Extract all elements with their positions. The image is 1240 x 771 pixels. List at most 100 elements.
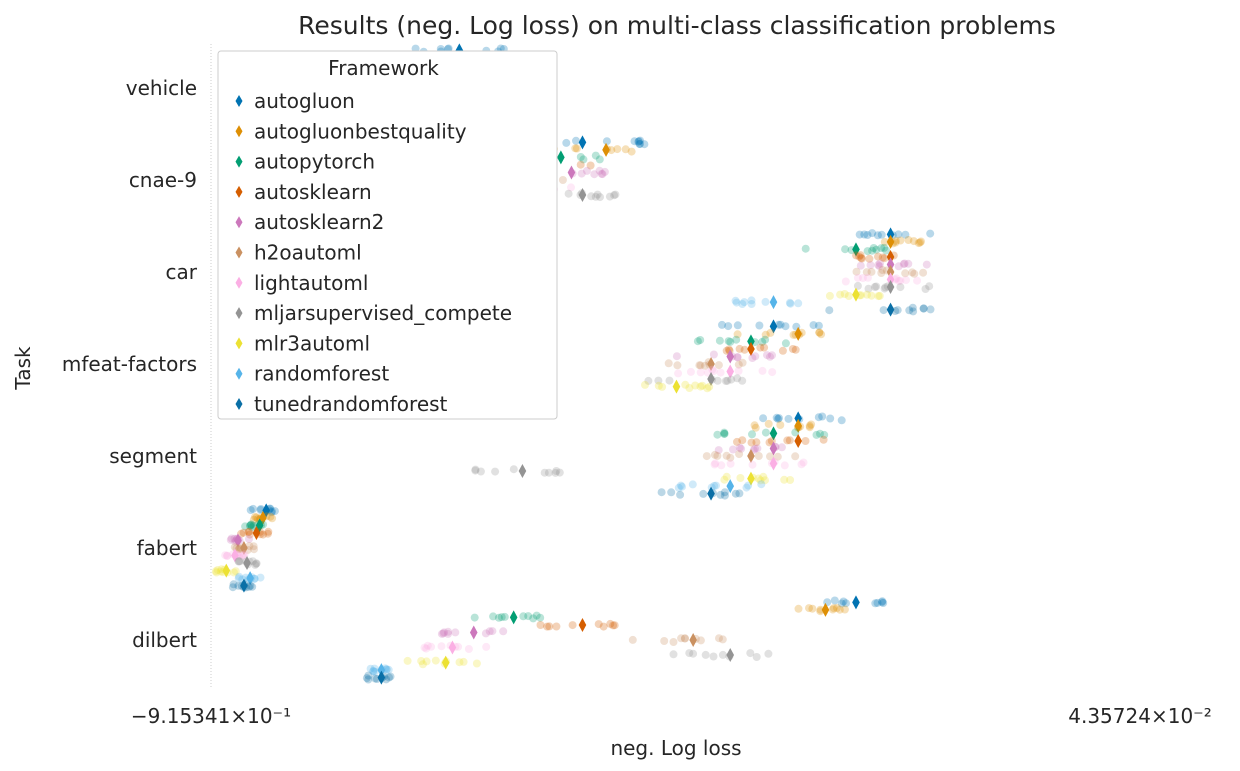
data-point — [727, 375, 736, 384]
data-point — [766, 452, 774, 461]
data-point — [718, 320, 726, 329]
data-point — [630, 137, 639, 146]
data-point — [572, 136, 580, 145]
data-point — [733, 321, 742, 330]
data-point — [840, 290, 849, 298]
data-point — [667, 488, 676, 497]
data-point — [488, 627, 497, 636]
mean-marker — [852, 287, 860, 302]
legend-marker — [235, 398, 243, 410]
data-point — [705, 382, 714, 391]
data-point — [761, 428, 770, 437]
data-point — [735, 344, 744, 353]
legend-item: randomforest — [235, 362, 389, 386]
mean-marker — [852, 595, 860, 610]
data-point — [738, 300, 747, 308]
y-tick-label: mfeat-factors — [62, 352, 197, 376]
data-point — [735, 450, 744, 459]
data-point — [837, 416, 846, 425]
data-point — [717, 461, 726, 470]
data-point — [875, 291, 884, 300]
legend-item: h2oautoml — [235, 241, 362, 265]
mean-marker — [769, 456, 778, 471]
data-point — [715, 336, 724, 345]
data-point — [249, 542, 258, 551]
data-point — [420, 643, 429, 652]
data-point — [910, 269, 919, 278]
data-point — [825, 306, 834, 315]
data-point — [251, 560, 260, 569]
data-point — [540, 468, 549, 477]
data-point — [752, 438, 761, 447]
data-point — [235, 557, 244, 566]
data-point — [423, 641, 432, 650]
data-point — [894, 277, 903, 285]
data-point — [740, 298, 749, 307]
data-point — [825, 291, 834, 300]
legend-label: randomforest — [254, 362, 389, 386]
data-point — [794, 604, 803, 613]
data-point — [451, 628, 460, 637]
data-point — [364, 671, 373, 680]
data-point — [593, 190, 602, 199]
data-point — [699, 489, 708, 498]
data-point — [702, 452, 711, 461]
data-point — [721, 377, 730, 385]
mean-marker — [886, 234, 895, 249]
data-point — [752, 653, 761, 661]
data-point — [878, 597, 887, 606]
data-point — [904, 236, 913, 244]
data-point — [786, 476, 795, 484]
data-point — [807, 420, 816, 429]
data-point — [597, 169, 606, 178]
data-point — [500, 612, 509, 621]
data-point — [785, 436, 794, 445]
data-point — [736, 474, 745, 482]
data-point — [788, 345, 797, 353]
data-point — [248, 557, 257, 566]
data-point — [635, 139, 644, 148]
y-tick-label: fabert — [137, 536, 198, 560]
data-point — [814, 321, 823, 330]
data-point — [900, 259, 909, 268]
data-point — [747, 438, 756, 447]
data-point — [799, 458, 808, 467]
data-point — [686, 367, 695, 376]
mean-marker — [243, 556, 251, 571]
y-axis-label: Task — [11, 346, 35, 391]
data-point — [718, 650, 727, 659]
data-point — [791, 428, 800, 437]
data-point — [621, 145, 630, 154]
data-point — [724, 322, 733, 331]
data-point — [863, 231, 872, 239]
data-point — [519, 612, 528, 621]
data-point — [634, 137, 643, 146]
data-point — [366, 664, 375, 673]
data-point — [734, 360, 743, 369]
mean-marker — [557, 150, 565, 165]
data-point — [252, 559, 261, 568]
data-point — [708, 365, 717, 374]
data-point — [919, 268, 928, 277]
data-point — [761, 297, 770, 306]
data-point — [829, 604, 838, 613]
data-point — [872, 282, 881, 291]
data-point — [605, 192, 614, 201]
mean-marker — [469, 625, 478, 640]
data-point — [814, 413, 823, 422]
mean-marker — [769, 319, 778, 334]
data-point — [765, 438, 774, 447]
data-point — [836, 290, 845, 299]
legend-item: autopytorch — [235, 150, 375, 174]
data-point — [817, 330, 826, 339]
data-point — [268, 514, 277, 523]
mean-marker — [769, 441, 778, 456]
data-point — [678, 482, 686, 491]
data-point — [720, 475, 729, 484]
data-point — [733, 330, 742, 339]
data-point — [908, 303, 917, 312]
mean-marker — [578, 188, 587, 203]
data-point — [873, 231, 882, 240]
data-point — [892, 274, 901, 283]
